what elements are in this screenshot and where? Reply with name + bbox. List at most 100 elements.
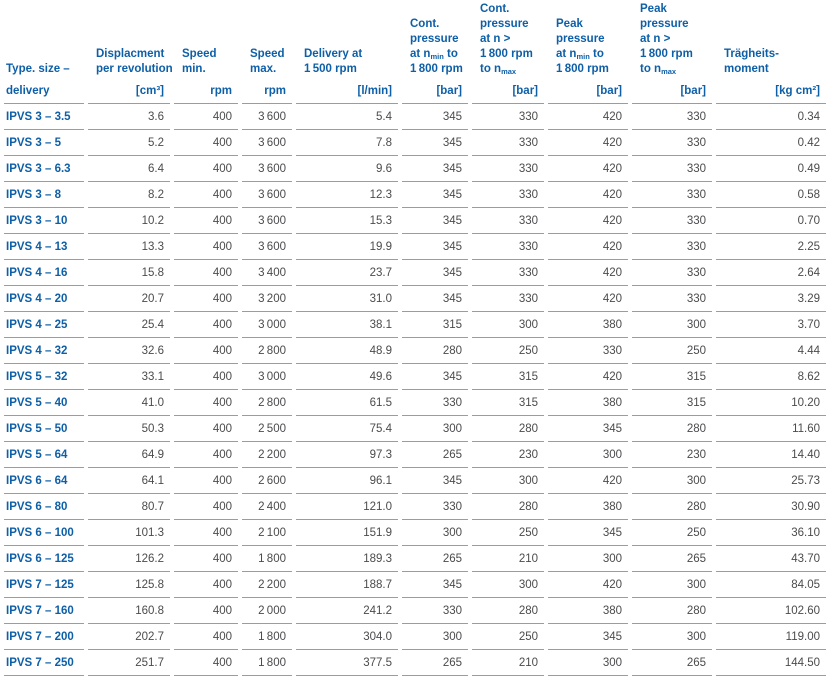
column-header-peak-pressure-nmin: Peak pressure at nmin to 1 800 rpm [bar] <box>548 2 628 104</box>
cell-delivery-1500rpm: 31.0 <box>296 286 398 312</box>
cell-delivery-1500rpm: 377.5 <box>296 650 398 676</box>
cell-inertia: 2.64 <box>716 260 826 286</box>
cell-peak-pressure-nmin: 380 <box>548 312 628 338</box>
cell-delivery-1500rpm: 48.9 <box>296 338 398 364</box>
cell-displacement: 160.8 <box>88 598 170 624</box>
cell-displacement: 10.2 <box>88 208 170 234</box>
row-type-label: IPVS 4 – 13 <box>4 234 84 260</box>
column-header-cont-pressure-nmin: Cont. pressure at nmin to 1 800 rpm [bar] <box>402 2 468 104</box>
cell-peak-pressure-nmax: 315 <box>632 390 712 416</box>
table-row: IPVS 3 – 8 8.2 400 3 600 12.3 345 330 420 330 0.5… <box>4 182 826 208</box>
cell-inertia: 0.70 <box>716 208 826 234</box>
cell-displacement: 80.7 <box>88 494 170 520</box>
cell-inertia: 8.62 <box>716 364 826 390</box>
column-title-speed-max: Speed max. <box>250 48 285 75</box>
cell-peak-pressure-nmin: 300 <box>548 546 628 572</box>
cell-speed-min: 400 <box>174 390 238 416</box>
cell-speed-min: 400 <box>174 156 238 182</box>
cell-delivery-1500rpm: 97.3 <box>296 442 398 468</box>
row-type-label: IPVS 6 – 80 <box>4 494 84 520</box>
cell-inertia: 43.70 <box>716 546 826 572</box>
cell-cont-pressure-nmin: 345 <box>402 260 468 286</box>
row-type-label: IPVS 3 – 10 <box>4 208 84 234</box>
cell-delivery-1500rpm: 304.0 <box>296 624 398 650</box>
cell-cont-pressure-nmin: 330 <box>402 598 468 624</box>
cell-peak-pressure-nmin: 420 <box>548 260 628 286</box>
cell-peak-pressure-nmin: 420 <box>548 364 628 390</box>
cell-speed-max: 3 600 <box>242 182 292 208</box>
cell-cont-pressure-nmax: 300 <box>472 468 544 494</box>
cell-speed-min: 400 <box>174 286 238 312</box>
cell-cont-pressure-nmin: 345 <box>402 572 468 598</box>
cell-inertia: 84.05 <box>716 572 826 598</box>
cell-speed-max: 1 800 <box>242 650 292 676</box>
table-row: IPVS 5 – 32 33.1 400 3 000 49.6 345 315 420 315 8… <box>4 364 826 390</box>
cell-peak-pressure-nmax: 265 <box>632 650 712 676</box>
cell-inertia: 0.34 <box>716 104 826 130</box>
cell-speed-min: 400 <box>174 624 238 650</box>
cell-inertia: 3.70 <box>716 312 826 338</box>
cell-delivery-1500rpm: 5.4 <box>296 104 398 130</box>
cell-peak-pressure-nmax: 250 <box>632 338 712 364</box>
column-unit-type: delivery <box>6 85 50 97</box>
row-type-label: IPVS 3 – 3.5 <box>4 104 84 130</box>
cell-delivery-1500rpm: 75.4 <box>296 416 398 442</box>
table-row: IPVS 5 – 64 64.9 400 2 200 97.3 265 230 300 230 1… <box>4 442 826 468</box>
cell-cont-pressure-nmax: 330 <box>472 182 544 208</box>
cell-displacement: 20.7 <box>88 286 170 312</box>
column-unit-inertia: [kg cm²] <box>775 85 820 97</box>
cell-speed-max: 2 800 <box>242 390 292 416</box>
cell-displacement: 5.2 <box>88 130 170 156</box>
row-type-label: IPVS 3 – 6.3 <box>4 156 84 182</box>
cell-displacement: 13.3 <box>88 234 170 260</box>
table-header: Type. size – delivery Displacment per revol… <box>4 2 826 104</box>
cell-inertia: 2.25 <box>716 234 826 260</box>
cell-peak-pressure-nmax: 330 <box>632 104 712 130</box>
cell-speed-min: 400 <box>174 442 238 468</box>
row-type-label: IPVS 6 – 64 <box>4 468 84 494</box>
cell-cont-pressure-nmax: 250 <box>472 520 544 546</box>
cell-cont-pressure-nmax: 330 <box>472 104 544 130</box>
cell-cont-pressure-nmax: 330 <box>472 286 544 312</box>
cell-delivery-1500rpm: 151.9 <box>296 520 398 546</box>
cell-speed-min: 400 <box>174 312 238 338</box>
cell-inertia: 119.00 <box>716 624 826 650</box>
table-row: IPVS 7 – 160 160.8 400 2 000 241.2 330 280 380 2… <box>4 598 826 624</box>
column-title-cont-pressure-nmin: Cont. pressure at nmin to 1 800 rpm <box>410 18 463 75</box>
row-type-label: IPVS 7 – 160 <box>4 598 84 624</box>
cell-peak-pressure-nmax: 300 <box>632 468 712 494</box>
cell-speed-min: 400 <box>174 130 238 156</box>
table-row: IPVS 4 – 13 13.3 400 3 600 19.9 345 330 420 330 2… <box>4 234 826 260</box>
table-row: IPVS 3 – 3.5 3.6 400 3 600 5.4 345 330 420 330 0.… <box>4 104 826 130</box>
cell-displacement: 126.2 <box>88 546 170 572</box>
cell-delivery-1500rpm: 19.9 <box>296 234 398 260</box>
cell-speed-min: 400 <box>174 520 238 546</box>
cell-delivery-1500rpm: 189.3 <box>296 546 398 572</box>
cell-peak-pressure-nmin: 420 <box>548 182 628 208</box>
cell-displacement: 3.6 <box>88 104 170 130</box>
table-row: IPVS 3 – 10 10.2 400 3 600 15.3 345 330 420 330 0… <box>4 208 826 234</box>
cell-speed-min: 400 <box>174 598 238 624</box>
column-title-delivery-1500rpm: Delivery at 1 500 rpm <box>304 48 363 75</box>
cell-speed-min: 400 <box>174 364 238 390</box>
column-header-type: Type. size – delivery <box>4 2 84 104</box>
cell-speed-max: 3 000 <box>242 312 292 338</box>
cell-delivery-1500rpm: 12.3 <box>296 182 398 208</box>
cell-delivery-1500rpm: 15.3 <box>296 208 398 234</box>
column-unit-delivery-1500rpm: [l/min] <box>357 85 393 97</box>
cell-peak-pressure-nmax: 330 <box>632 156 712 182</box>
row-type-label: IPVS 6 – 100 <box>4 520 84 546</box>
table-row: IPVS 3 – 6.3 6.4 400 3 600 9.6 345 330 420 330 0.… <box>4 156 826 182</box>
cell-cont-pressure-nmax: 280 <box>472 416 544 442</box>
cell-cont-pressure-nmax: 250 <box>472 338 544 364</box>
table-row: IPVS 5 – 50 50.3 400 2 500 75.4 300 280 345 280 1… <box>4 416 826 442</box>
cell-speed-max: 2 100 <box>242 520 292 546</box>
cell-speed-min: 400 <box>174 260 238 286</box>
row-type-label: IPVS 6 – 125 <box>4 546 84 572</box>
cell-delivery-1500rpm: 38.1 <box>296 312 398 338</box>
cell-cont-pressure-nmax: 280 <box>472 598 544 624</box>
cell-speed-min: 400 <box>174 494 238 520</box>
cell-peak-pressure-nmax: 280 <box>632 598 712 624</box>
cell-peak-pressure-nmax: 250 <box>632 520 712 546</box>
cell-cont-pressure-nmin: 345 <box>402 182 468 208</box>
